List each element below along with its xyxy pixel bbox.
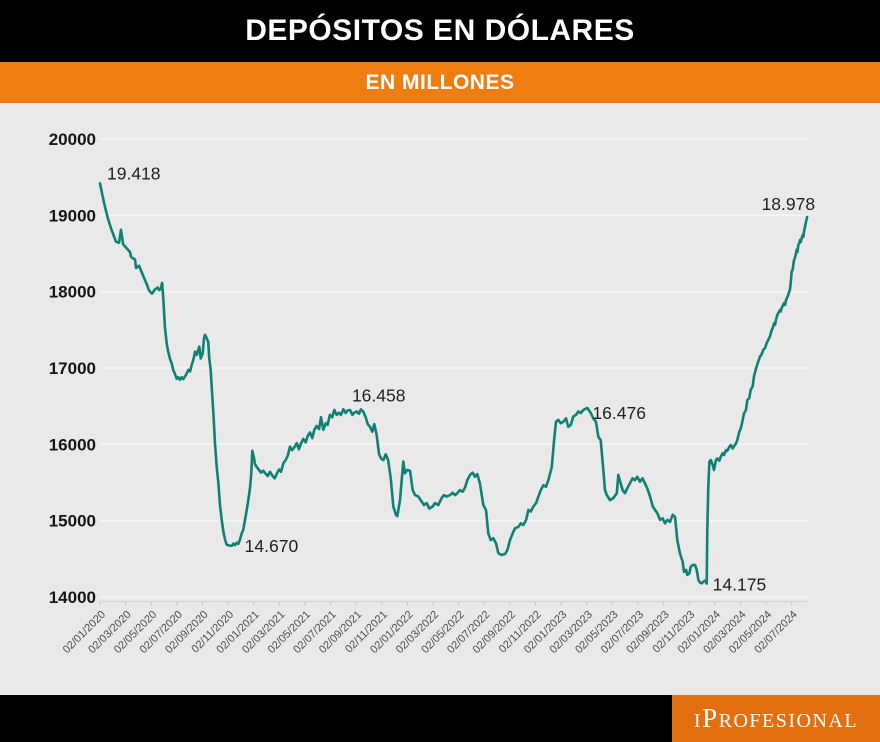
chart-title: DEPÓSITOS EN DÓLARES [245,14,635,47]
y-axis-label: 18000 [49,283,96,302]
data-annotation: 14.175 [713,575,767,595]
brand-logo-part3: ROFESIONAL [718,710,859,732]
series-line [98,182,809,585]
data-annotation: 19.418 [107,163,161,183]
data-annotation: 16.476 [592,403,646,423]
title-bar: DEPÓSITOS EN DÓLARES [0,0,880,62]
brand-logo-text: I P ROFESIONAL [694,705,858,732]
y-axis-label: 15000 [49,512,96,531]
chart-area: 20000 19000 18000 17000 16000 15000 14000 02/01… [0,103,880,695]
data-annotation: 14.670 [245,536,299,556]
data-annotation: 18.978 [762,194,816,214]
y-axis-label: 14000 [49,588,96,607]
y-axis-label: 19000 [49,206,96,225]
data-annotation: 16.458 [352,385,406,405]
subtitle-bar: EN MILLONES [0,62,880,103]
y-axis-label: 17000 [49,359,96,378]
brand-logo-part2: P [702,703,719,733]
deposits-line-chart: 2000019000180001700016000150001400002/01… [49,130,816,656]
y-axis-label: 16000 [49,435,96,454]
footer-bar: I P ROFESIONAL [0,695,880,742]
chart-subtitle: EN MILLONES [365,70,515,94]
y-axis-label: 20000 [49,130,96,149]
brand-logo: I P ROFESIONAL [672,695,880,742]
brand-logo-part1: I [693,710,703,732]
